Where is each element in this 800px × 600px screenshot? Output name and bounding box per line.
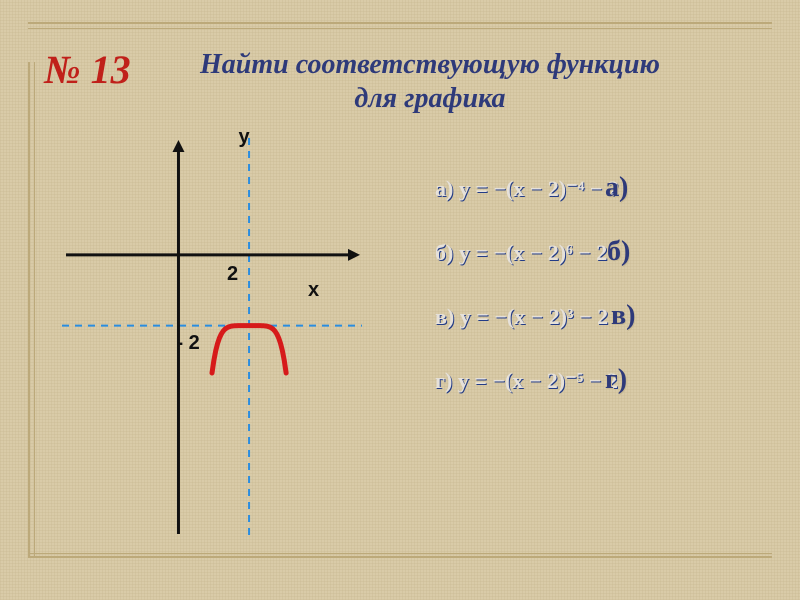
answer-choice-text: а) у = −(х − 2)⁻⁴ − 2 — [435, 178, 619, 200]
slide-title: Найти соответствующую функцию для график… — [150, 48, 710, 115]
graph-svg — [62, 138, 362, 538]
x-tick-label: 2 — [227, 263, 238, 286]
answer-choice[interactable]: в) у = −(х − 2)³ − 2в) — [435, 306, 765, 328]
answer-choice-badge: а) — [605, 174, 628, 202]
answer-choice[interactable]: а) у = −(х − 2)⁻⁴ − 2а) — [435, 178, 765, 200]
answer-choice-badge: в) — [611, 302, 635, 330]
answer-choice-badge: б) — [607, 238, 630, 266]
y-axis-arrow-icon — [172, 140, 184, 152]
x-axis-label: х — [308, 279, 319, 302]
title-line-2: для графика — [354, 83, 505, 114]
y-axis-label: у — [238, 126, 249, 149]
x-axis-arrow-icon — [348, 249, 360, 261]
answer-choice-text: б) у = −(х − 2)⁶ − 2 — [435, 242, 607, 264]
answer-choice-text: г) у = −(х − 2)⁻⁵ − 2 — [435, 370, 618, 392]
y-tick-label: - 2 — [176, 332, 199, 355]
answer-choice[interactable]: б) у = −(х − 2)⁶ − 2б) — [435, 242, 765, 264]
answer-choice-badge: г) — [605, 366, 627, 394]
graph-plot: у х 2 - 2 — [62, 138, 362, 538]
slide-number: № 13 — [44, 46, 131, 93]
title-line-1: Найти соответствующую функцию — [200, 49, 660, 80]
answer-choice-text: в) у = −(х − 2)³ − 2 — [435, 306, 608, 328]
answer-choice[interactable]: г) у = −(х − 2)⁻⁵ − 2г) — [435, 370, 765, 392]
answer-choices: а) у = −(х − 2)⁻⁴ − 2а) б) у = −(х − 2)⁶ … — [435, 178, 765, 392]
